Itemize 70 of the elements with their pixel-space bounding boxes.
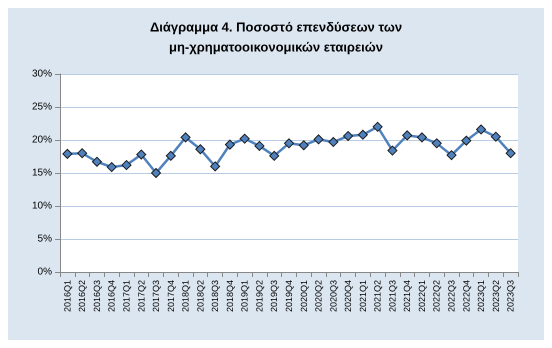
- y-tick-label: 5%: [38, 234, 52, 244]
- x-tick-label: 2021Q2: [372, 280, 383, 312]
- point: [298, 140, 309, 150]
- x-tick-label: 2019Q3: [269, 280, 280, 312]
- x-tick-label: 2022Q3: [446, 280, 457, 312]
- point: [180, 132, 191, 142]
- x-tick-label: 2018Q3: [210, 280, 220, 312]
- x-tick-label: 2021Q4: [402, 280, 412, 312]
- y-tick-label: 25%: [32, 102, 52, 112]
- point: [254, 140, 264, 151]
- point: [166, 150, 176, 161]
- x-tick-label: 2023Q2: [490, 280, 501, 312]
- x-tick-label: 2019Q2: [254, 280, 264, 312]
- point: [151, 168, 162, 178]
- point: [328, 136, 338, 147]
- point: [506, 148, 516, 158]
- point: [432, 138, 442, 148]
- point: [476, 124, 486, 134]
- point: [210, 161, 220, 172]
- x-tick-label: 2016Q2: [77, 280, 88, 312]
- y-tick-label: 10%: [32, 200, 52, 212]
- point: [195, 144, 206, 154]
- point: [402, 130, 412, 140]
- y-tick-label: 0%: [38, 266, 52, 278]
- point: [343, 131, 354, 142]
- point: [224, 140, 235, 150]
- x-tick-label: 2018Q4: [224, 280, 235, 312]
- x-tick-label: 2018Q2: [195, 280, 206, 312]
- x-tick-label: 2018Q1: [180, 280, 191, 312]
- x-tick-label: 2023Q1: [476, 280, 486, 312]
- x-tick-label: 2020Q3: [328, 280, 338, 312]
- point: [121, 160, 132, 170]
- x-tick-label: 2022Q2: [432, 280, 442, 312]
- x-tick-label: 2017Q4: [166, 280, 176, 312]
- x-tick-label: 2022Q4: [461, 280, 472, 312]
- point: [62, 148, 72, 159]
- x-tick-label: 2021Q1: [358, 280, 368, 312]
- point: [372, 122, 383, 132]
- point: [136, 150, 146, 160]
- x-tick-label: 2016Q1: [62, 280, 72, 312]
- point: [416, 132, 427, 142]
- chart-title: Διάγραμμα 4. Ποσοστό επενδύσεων των μη-χρηματοοικονομικών εταιρειών: [150, 20, 402, 54]
- point: [358, 130, 368, 140]
- x-tick-label: 2020Q4: [343, 280, 354, 312]
- y-tick-label: 30%: [32, 68, 52, 80]
- x-tick-label: 2017Q3: [151, 280, 162, 312]
- point: [106, 162, 117, 172]
- point: [461, 136, 472, 146]
- x-tick-label: 2023Q3: [506, 280, 516, 312]
- point: [77, 148, 88, 158]
- x-tick-label: 2017Q1: [121, 280, 132, 312]
- point: [284, 138, 294, 148]
- x-tick-label: 2016Q3: [92, 280, 102, 312]
- x-tick-label: 2020Q1: [298, 280, 309, 312]
- point: [269, 150, 280, 161]
- x-tick-label: 2017Q2: [136, 280, 146, 312]
- y-tick-label: 15%: [32, 168, 52, 178]
- x-tick-label: 2020Q2: [314, 280, 324, 312]
- x-tick-label: 2022Q1: [416, 280, 427, 312]
- x-tick-label: 2021Q3: [387, 280, 398, 312]
- x-tick-label: 2016Q4: [106, 280, 117, 312]
- point: [446, 150, 457, 160]
- point: [387, 146, 398, 156]
- y-tick-label: 20%: [32, 134, 52, 146]
- point: [490, 132, 501, 142]
- x-tick-label: 2019Q1: [240, 280, 250, 312]
- point: [314, 134, 324, 144]
- x-tick-label: 2019Q4: [284, 280, 294, 312]
- point: [92, 156, 102, 167]
- point: [240, 134, 250, 144]
